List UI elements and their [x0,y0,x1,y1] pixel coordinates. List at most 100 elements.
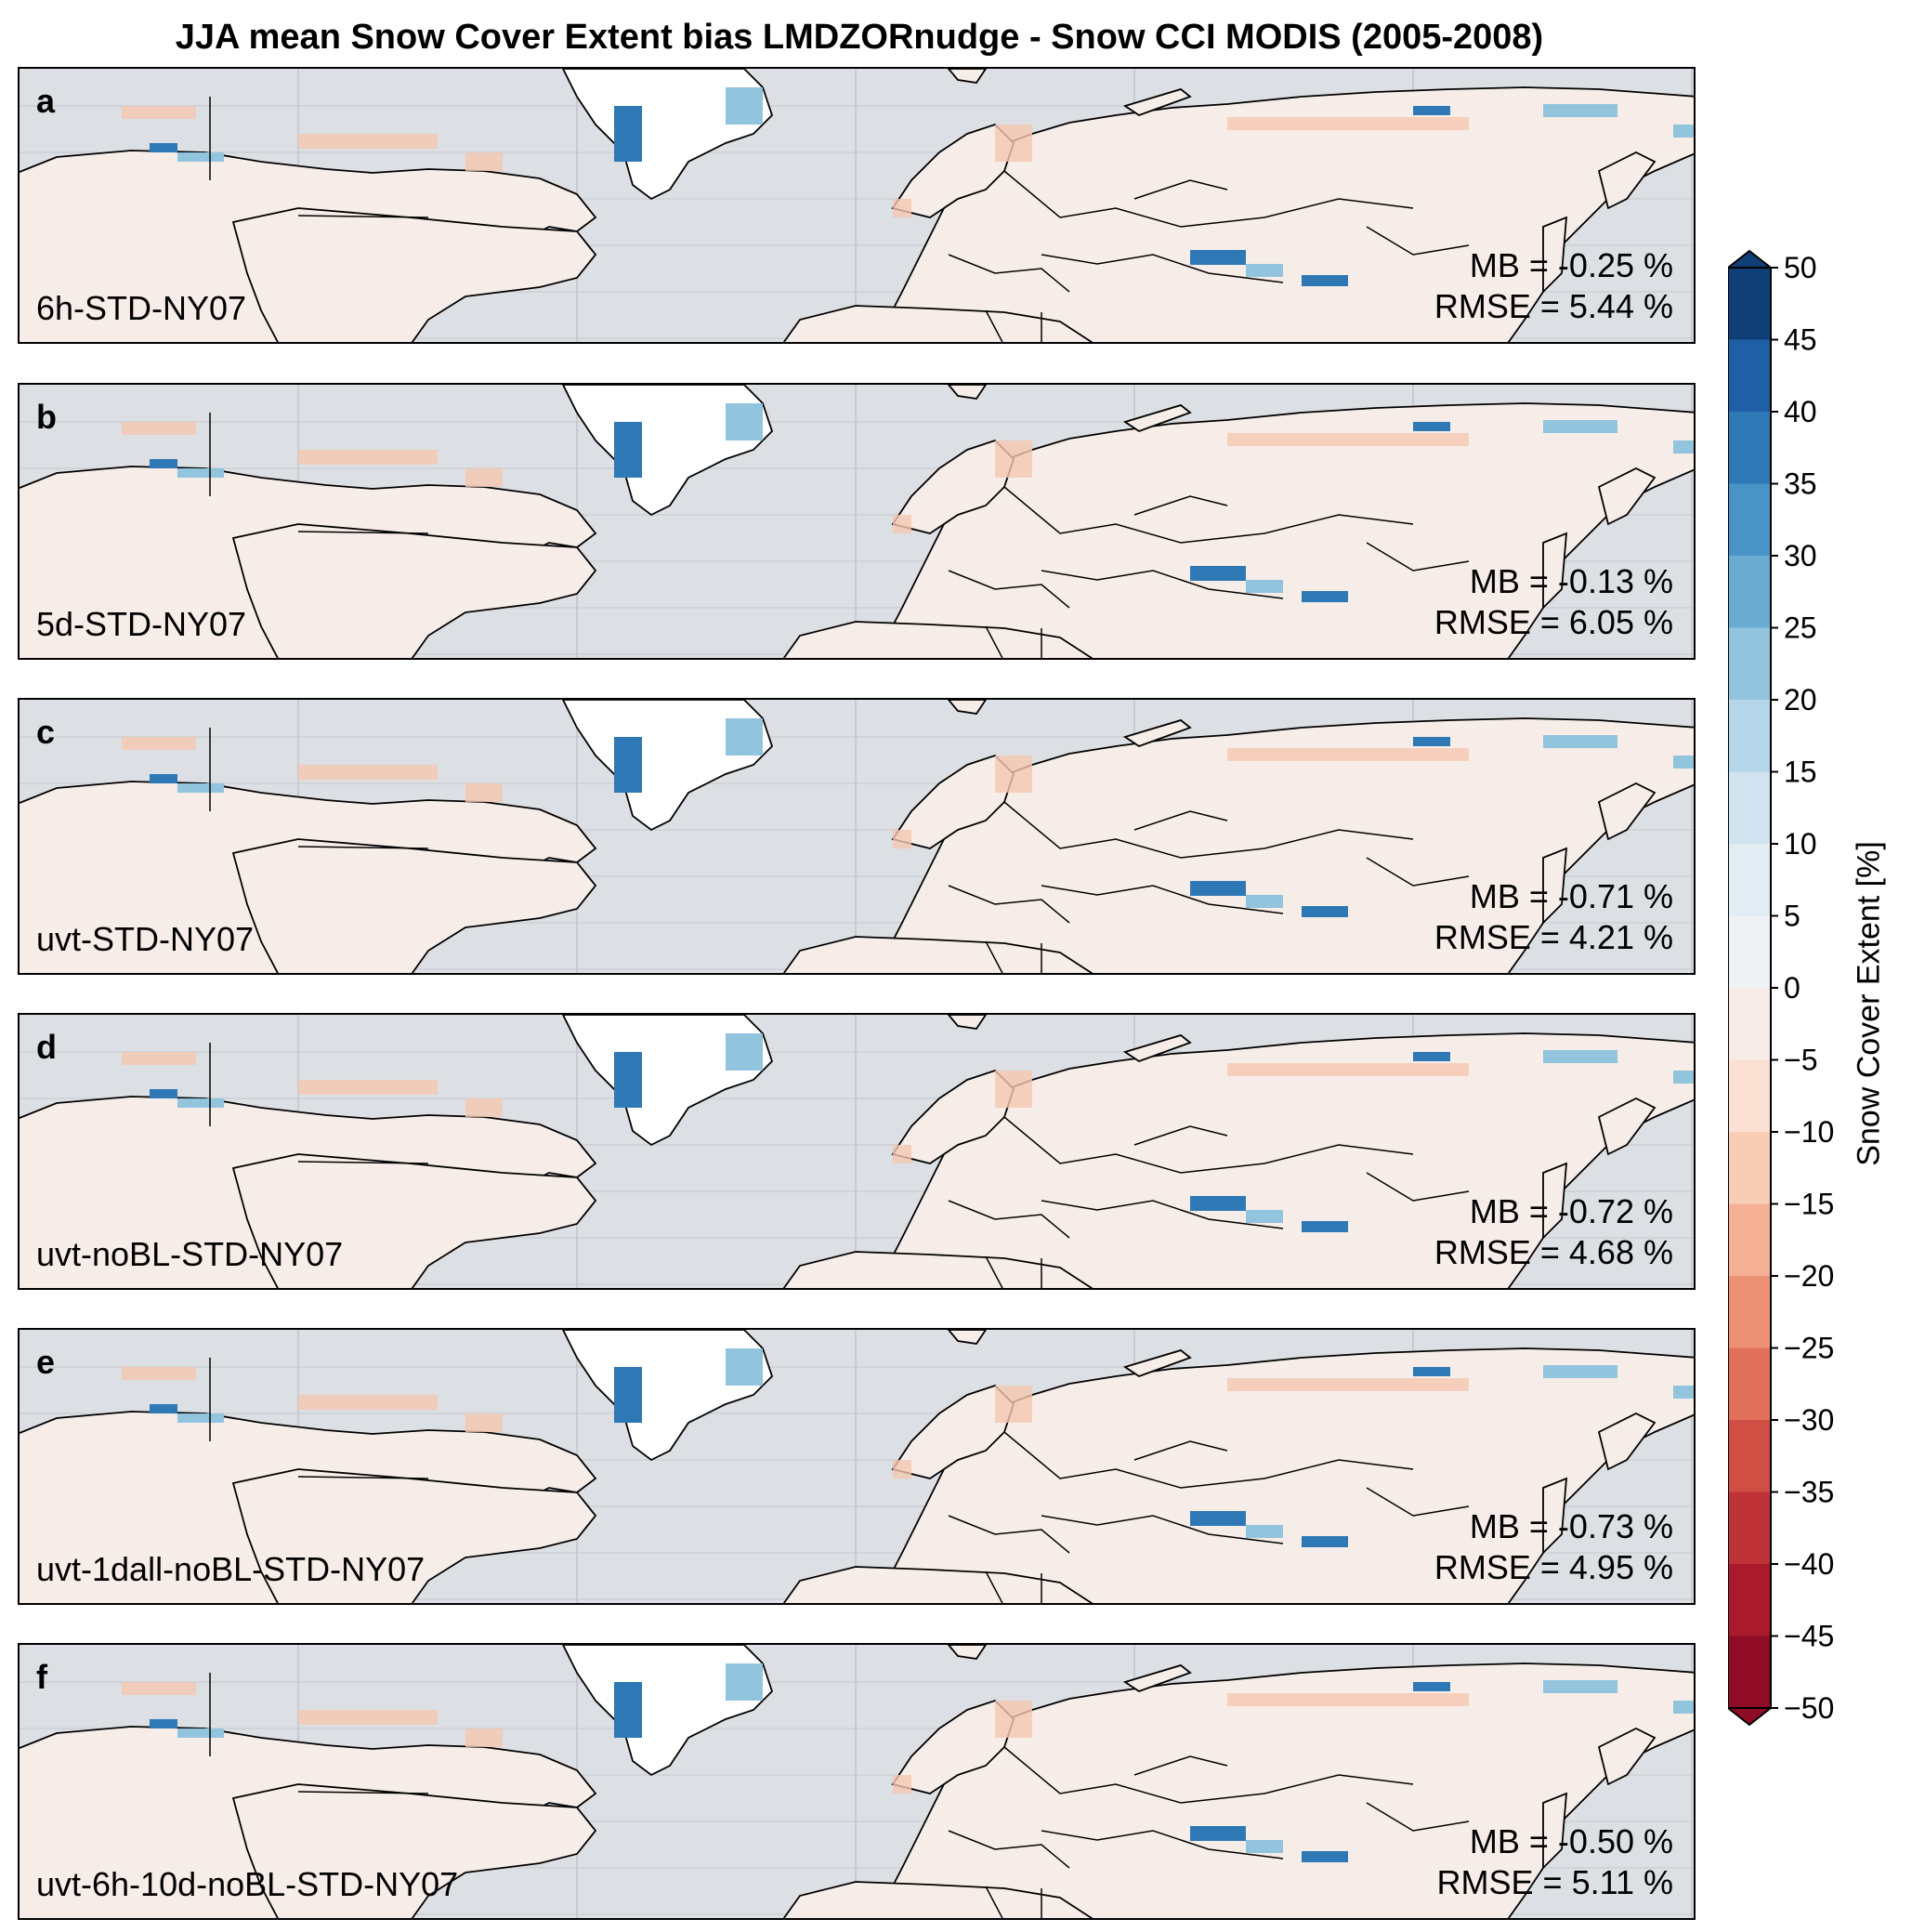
map-panel-d: d uvt-noBL-STD-NY07 MB = -0.72 % RMSE = 4.6… [18,1013,1696,1290]
country-border [985,940,1042,973]
greenland-landmass [561,69,774,201]
country-border [1003,801,1414,859]
positive-bias-cell [1190,1511,1246,1526]
negative-bias-cell [298,765,438,780]
positive-bias-cell [1246,895,1283,908]
positive-bias-cell [1302,906,1348,917]
map-panel-f: f uvt-6h-10d-noBL-STD-NY07 MB = -0.50 % RMS… [18,1643,1696,1920]
statistics-box: MB = -0.73 % RMSE = 4.95 % [1434,1506,1673,1588]
mean-bias-value: MB = -0.72 % [1469,1192,1673,1230]
country-border [985,1255,1042,1288]
positive-bias-cell [150,1404,177,1413]
statistics-box: MB = -0.25 % RMSE = 5.44 % [1434,245,1673,327]
colorbar-segment [1728,1420,1771,1492]
negative-bias-cell [465,783,503,802]
colorbar-tick-label: −25 [1784,1332,1834,1365]
negative-bias-cell [995,1386,1032,1423]
landmass [1542,1477,1568,1556]
negative-bias-cell [995,756,1032,793]
country-border [1133,1755,1228,1776]
positive-bias-cell [150,774,177,783]
negative-bias-cell [122,737,196,750]
negative-bias-cell [298,134,438,149]
positive-bias-cell [614,422,642,478]
negative-bias-cell [1227,117,1469,130]
positive-bias-cell [1302,275,1348,286]
colorbar-tick-label: 10 [1784,827,1817,861]
positive-bias-cell [177,783,224,793]
country-border [1133,1440,1228,1461]
positive-bias-cell [177,1413,224,1423]
statistics-box: MB = -0.71 % RMSE = 4.21 % [1434,876,1673,958]
landmass [1597,467,1657,526]
positive-bias-cell [150,143,177,152]
country-border [1133,810,1228,831]
mean-bias-value: MB = -0.25 % [1469,246,1673,284]
negative-bias-cell [893,830,911,848]
statistics-box: MB = -0.13 % RMSE = 6.05 % [1434,561,1673,643]
country-border [1003,1431,1414,1489]
landmass [231,1468,597,1603]
landmass [231,838,597,973]
negative-bias-cell [893,1460,911,1479]
positive-bias-cell [1190,1826,1246,1841]
landmass [1542,1162,1568,1241]
colorbar-segment [1728,627,1771,701]
colorbar-tick-label: 5 [1784,900,1801,933]
colorbar-segment [1728,1564,1771,1636]
positive-bias-cell [1413,737,1450,746]
positive-bias-cell [1543,420,1617,433]
landmass [1542,216,1568,295]
colorbar-tick-label: 35 [1784,467,1817,501]
country-border [1133,179,1228,200]
landmass [1597,1412,1657,1471]
negative-bias-cell [893,1775,911,1794]
bias-map [20,1015,1694,1288]
statistics-box: MB = -0.50 % RMSE = 5.11 % [1437,1821,1673,1903]
positive-bias-cell [726,718,763,756]
positive-bias-cell [1673,1386,1694,1399]
positive-bias-cell [1413,1052,1450,1061]
mean-bias-value: MB = -0.71 % [1469,877,1673,915]
positive-bias-cell [1413,1682,1450,1691]
positive-bias-cell [1246,580,1283,593]
negative-bias-cell [893,199,911,217]
positive-bias-cell [1543,735,1617,748]
experiment-name: uvt-6h-10d-noBL-STD-NY07 [36,1865,459,1903]
colorbar-tick-label: −10 [1784,1115,1834,1149]
positive-bias-cell [1673,756,1694,769]
country-border [948,570,1070,609]
negative-bias-cell [465,152,503,171]
landmass [1597,782,1657,841]
positive-bias-cell [1190,1196,1246,1211]
experiment-name: 6h-STD-NY07 [36,289,247,327]
bias-map [20,700,1694,973]
positive-bias-cell [1246,1525,1283,1538]
bias-map [20,1645,1694,1918]
positive-bias-cell [150,459,177,468]
landmass [947,385,988,400]
country-border [985,1886,1042,1918]
mean-bias-value: MB = -0.13 % [1469,562,1673,600]
positive-bias-cell [1673,440,1694,453]
panel-letter: f [36,1658,47,1696]
country-border [297,1161,429,1164]
positive-bias-cell [1543,104,1617,117]
landmass [1542,532,1568,611]
positive-bias-cell [1413,422,1450,431]
country-border [297,1791,429,1794]
country-border [1366,1172,1470,1202]
negative-bias-cell [298,1080,438,1095]
negative-bias-cell [1227,1063,1469,1076]
positive-bias-cell [614,737,642,793]
country-border [1133,495,1228,516]
landmass [231,1153,597,1288]
positive-bias-cell [1302,1536,1348,1547]
positive-bias-cell [726,403,763,440]
rmse-value: RMSE = 5.11 % [1436,1863,1673,1901]
country-border [297,215,429,218]
colorbar-tick-label: 25 [1784,611,1817,645]
colorbar-segment [1728,1132,1771,1204]
positive-bias-cell [1190,566,1246,581]
rmse-value: RMSE = 4.95 % [1434,1548,1673,1586]
